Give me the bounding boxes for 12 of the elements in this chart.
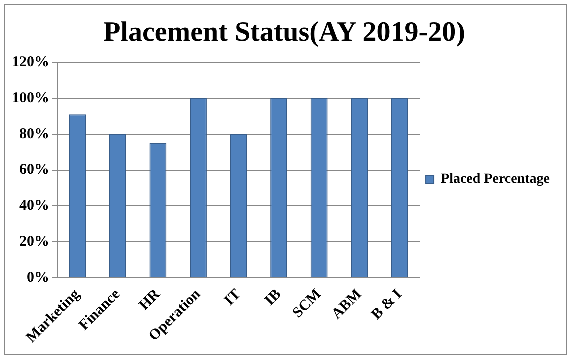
chart-title: Placement Status(AY 2019-20) bbox=[104, 17, 466, 48]
y-tick-label: 60% bbox=[20, 162, 50, 178]
y-tick-label: 0% bbox=[27, 270, 50, 286]
legend-label: Placed Percentage bbox=[441, 172, 550, 188]
y-tick-label: 20% bbox=[20, 234, 50, 250]
y-tick-label: 40% bbox=[20, 198, 50, 214]
x-tick-label: B & I bbox=[368, 286, 406, 324]
y-tick-label: 100% bbox=[12, 90, 50, 106]
y-tick-label: 80% bbox=[20, 126, 50, 142]
y-tick-label: 120% bbox=[12, 54, 50, 70]
x-tick-label: IT bbox=[222, 286, 244, 310]
x-tick-label: IB bbox=[262, 286, 285, 310]
